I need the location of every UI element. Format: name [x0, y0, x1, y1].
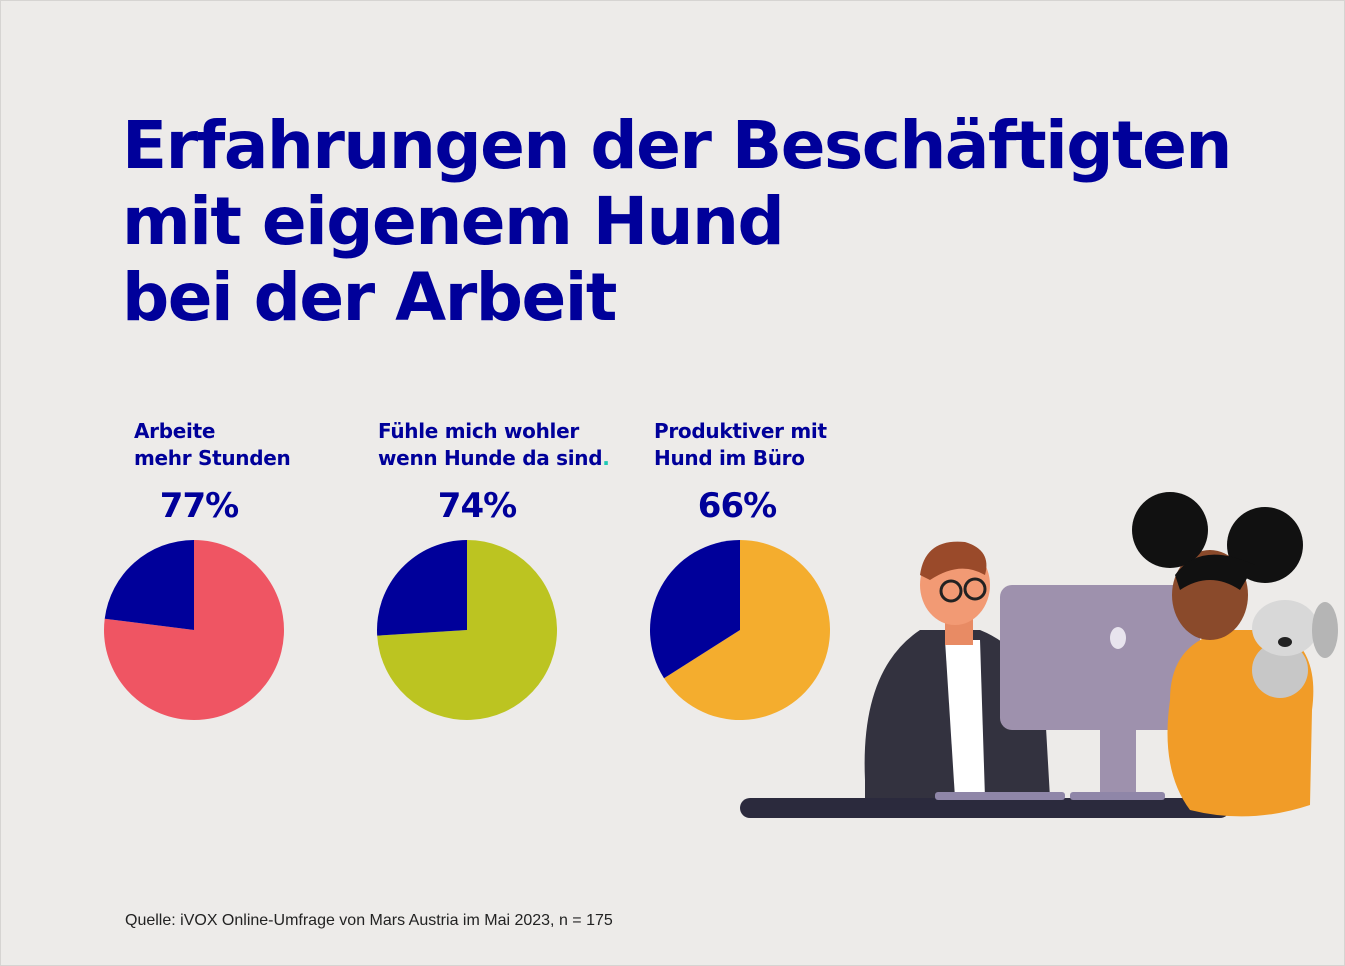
- value-label-1: 77%: [159, 486, 239, 526]
- pie-chart-2: [377, 540, 557, 720]
- pie-slice-yes: [377, 540, 557, 720]
- monitor: [1000, 585, 1200, 730]
- apple-logo-icon: [1110, 627, 1126, 649]
- pie-slice-rest: [650, 540, 740, 679]
- man-shirt: [945, 640, 985, 798]
- source-note: Quelle: iVOX Online-Umfrage von Mars Aus…: [125, 912, 613, 929]
- pie-chart-3: [650, 540, 830, 720]
- chart-label-2-dot: .: [602, 446, 610, 470]
- value-label-2: 74%: [437, 486, 517, 526]
- value-label-3: 66%: [697, 486, 777, 526]
- page-title: Erfahrungen der Beschäftigten mit eigene…: [122, 107, 1232, 336]
- pie-slice-yes: [664, 540, 830, 720]
- pie-slice-yes: [104, 540, 285, 720]
- office-illustration: [740, 492, 1338, 818]
- chart-label-1: Arbeite mehr Stunden: [134, 419, 291, 470]
- desk: [740, 798, 1230, 818]
- keyboard: [935, 792, 1065, 800]
- chart-label-3: Produktiver mit Hund im Büro: [654, 419, 827, 470]
- pie-slice-rest: [377, 540, 467, 636]
- man-hair: [920, 541, 987, 580]
- chart-label-2: Fühle mich wohler wenn Hunde da sind.: [378, 418, 610, 472]
- chart-label-2-text: Fühle mich wohler wenn Hunde da sind: [378, 419, 603, 470]
- dog: [1252, 642, 1308, 698]
- pie-slice-rest: [104, 540, 194, 630]
- pie-chart-1: [104, 540, 285, 720]
- woman-hair-bun-left: [1132, 492, 1208, 568]
